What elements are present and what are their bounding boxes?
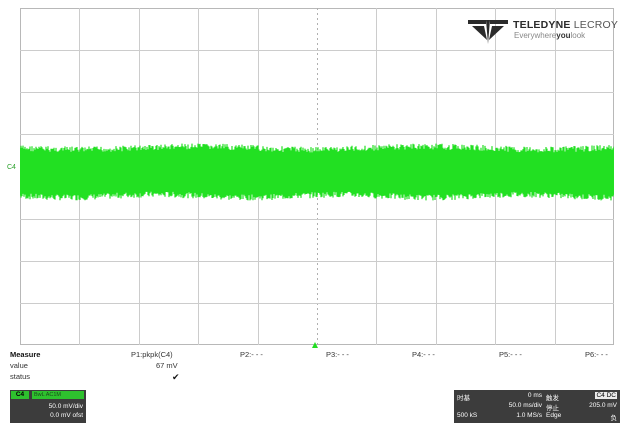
acquisition-state: 停止 bbox=[546, 405, 559, 412]
channel-scale: 50.0 mV/div bbox=[48, 403, 83, 410]
trigger-label: 触发 bbox=[546, 395, 559, 402]
brand-tag-post: look bbox=[570, 31, 586, 40]
timebase-scale: 50.0 ms/div bbox=[508, 402, 542, 409]
trigger-type: Edge bbox=[546, 412, 562, 419]
brand-name-bold: TELEDYNE bbox=[513, 19, 571, 31]
measure-value-p1: 67 mV bbox=[156, 361, 178, 370]
brand-name: TELEDYNE LECROY bbox=[513, 19, 618, 31]
teledyne-lecroy-logo: TELEDYNE LECROY Everywhereyoulook bbox=[468, 19, 618, 47]
channel-c4-descriptor[interactable]: C4 BwL AC1M 50.0 mV/div 0.0 mV ofst bbox=[10, 390, 86, 423]
measure-param-p2[interactable]: P2:- - - bbox=[240, 350, 263, 359]
measure-title: Measure bbox=[10, 350, 41, 359]
c4-trace-band bbox=[20, 153, 614, 191]
measure-param-p4[interactable]: P4:- - - bbox=[412, 350, 435, 359]
timebase-delay: 0 ms bbox=[527, 392, 542, 399]
teledyne-logo-icon bbox=[468, 20, 508, 44]
measure-param-p1[interactable]: P1:pkpk(C4) bbox=[131, 350, 173, 359]
measure-param-p5[interactable]: P5:- - - bbox=[499, 350, 522, 359]
measure-param-p6[interactable]: P6:- - - bbox=[585, 350, 608, 359]
brand-tagline: Everywhereyoulook bbox=[514, 31, 585, 40]
measure-row-value: value bbox=[10, 361, 28, 370]
trigger-source: C4 DC bbox=[595, 392, 617, 399]
oscilloscope-grid bbox=[20, 8, 614, 345]
status-check-icon: ✔ bbox=[172, 372, 180, 382]
trigger-slope: 负 bbox=[610, 415, 618, 422]
trigger-position-marker[interactable] bbox=[312, 342, 318, 348]
brand-tag-bold: you bbox=[556, 31, 571, 40]
channel-level-marker[interactable]: C4 bbox=[7, 164, 16, 171]
brand-tag-pre: Everywhere bbox=[514, 31, 557, 40]
sample-rate: 1.0 MS/s bbox=[516, 412, 542, 419]
timebase-label: 时基 bbox=[457, 395, 470, 402]
measure-row-status: status bbox=[10, 372, 31, 381]
measure-table: Measure value status P1:pkpk(C4) 67 mV ✔… bbox=[0, 350, 624, 390]
channel-tag: C4 bbox=[11, 391, 29, 399]
brand-name-light: LECROY bbox=[573, 19, 619, 31]
timebase-trigger-descriptor[interactable]: 时基 0 ms 触发 C4 DC 50.0 ms/div 停止 205.0 mV… bbox=[454, 390, 620, 423]
sample-count: 500 kS bbox=[457, 412, 478, 419]
channel-coupling: BwL AC1M bbox=[32, 391, 84, 399]
measure-param-p3[interactable]: P3:- - - bbox=[326, 350, 349, 359]
trigger-level: 205.0 mV bbox=[589, 402, 617, 409]
channel-offset: 0.0 mV ofst bbox=[50, 412, 83, 419]
